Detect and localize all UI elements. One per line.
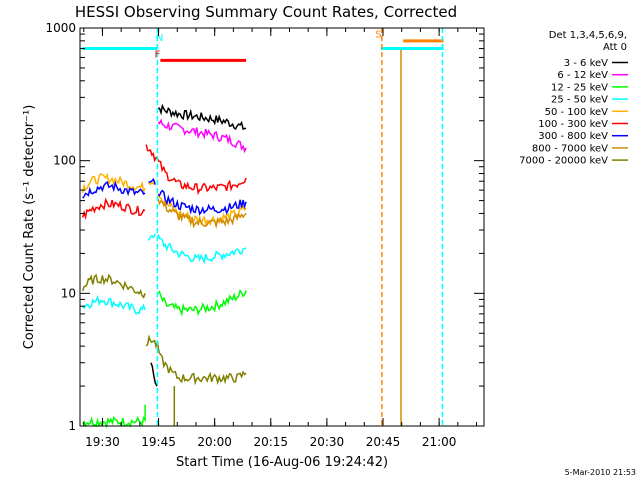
series-line-6-seg-2 xyxy=(145,144,247,196)
x-tick-label: 19:45 xyxy=(141,435,176,449)
legend-label: 800 - 7000 keV xyxy=(532,143,608,154)
series-line-7-seg-3 xyxy=(157,189,247,216)
series-layer xyxy=(81,48,402,429)
legend-label: 50 - 100 keV xyxy=(545,107,609,118)
legend-header-line: Det 1,3,4,5,6,9, xyxy=(549,30,627,41)
series-line-3-seg-2 xyxy=(157,288,247,317)
x-tick-label: 21:00 xyxy=(422,435,457,449)
legend-label: 3 - 6 keV xyxy=(564,58,608,69)
series-line-6-seg-1 xyxy=(81,197,146,221)
series-line-7-seg-1 xyxy=(82,180,146,199)
series-line-4-seg-2 xyxy=(147,233,156,241)
series-line-4-seg-3 xyxy=(157,234,247,265)
legend-label: 100 - 300 keV xyxy=(538,119,608,130)
series-line-2-seg-1 xyxy=(157,118,247,154)
y-tick-label: 10 xyxy=(61,286,76,300)
series-line-9-seg-2 xyxy=(145,334,247,386)
series-line-5-seg-1 xyxy=(81,172,146,195)
y-axis-label: Corrected Count Rate (s⁻¹ detector⁻¹) xyxy=(22,105,37,350)
footer-timestamp: 5-Mar-2010 21:53 xyxy=(565,468,636,477)
legend-label: 300 - 800 keV xyxy=(538,131,608,142)
plot-frame xyxy=(79,27,485,427)
series-line-8-seg-1 xyxy=(157,198,247,229)
chart-title: HESSI Observing Summary Count Rates, Cor… xyxy=(75,3,457,21)
y-tick-label: 1000 xyxy=(45,21,76,35)
axis-layer: 19:30 19:45 20:00 20:15 20:30 20:45 21:00 1 10 10… xyxy=(45,21,484,449)
marker-layer: NF S xyxy=(82,28,444,426)
legend-header-line: Att 0 xyxy=(603,42,627,53)
series-line-4-seg-1 xyxy=(82,294,146,315)
x-tick-label: 19:30 xyxy=(85,435,120,449)
annotation-s: S xyxy=(375,29,381,40)
x-axis-label: Start Time (16-Aug-06 19:24:42) xyxy=(176,455,388,470)
annotation-f: F xyxy=(155,49,161,60)
series-line-5-seg-3 xyxy=(157,193,247,227)
legend-label: 25 - 50 keV xyxy=(551,95,608,106)
x-tick-label: 20:30 xyxy=(310,435,345,449)
series-line-3-seg-1 xyxy=(82,404,146,429)
legend-label: 6 - 12 keV xyxy=(557,70,608,81)
y-tick-label: 1 xyxy=(68,419,76,433)
x-tick-label: 20:15 xyxy=(253,435,288,449)
x-tick-label: 20:00 xyxy=(197,435,232,449)
annotation-n: N xyxy=(156,33,163,44)
x-tick-label: 20:45 xyxy=(366,435,401,449)
series-line-1-seg-2 xyxy=(158,103,247,130)
series-line-1-seg-1 xyxy=(150,362,158,387)
series-line-7-seg-2 xyxy=(148,177,156,185)
legend-label: 7000 - 20000 keV xyxy=(519,156,608,167)
series-line-9-seg-1 xyxy=(81,273,146,299)
y-tick-label: 100 xyxy=(53,154,76,168)
legend-label: 12 - 25 keV xyxy=(551,82,608,93)
